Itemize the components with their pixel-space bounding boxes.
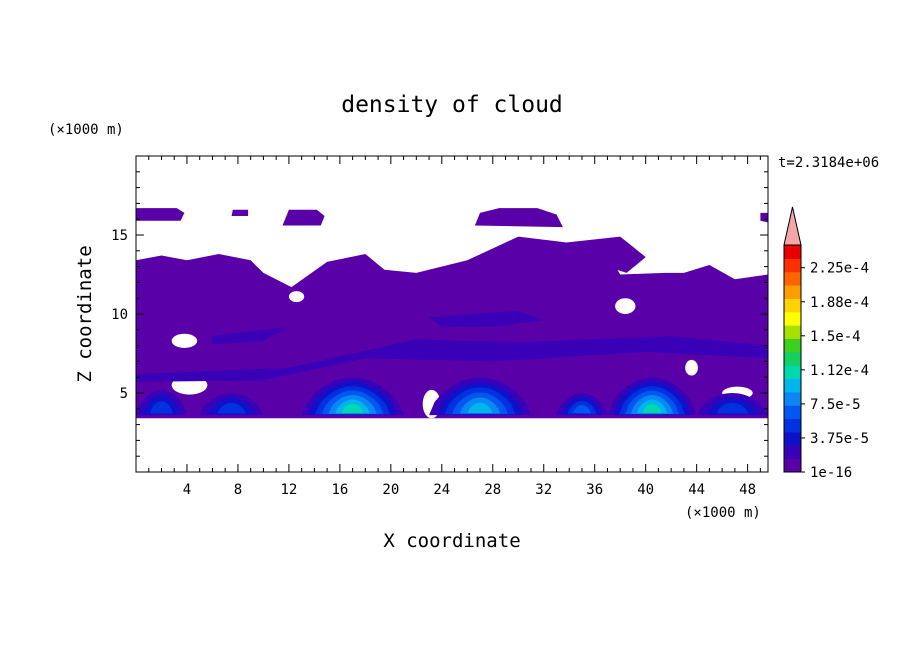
time-label: t=2.3184e+06 [778, 155, 879, 171]
cloud-plume [467, 402, 493, 414]
colorbar-extend-arrow [783, 206, 802, 246]
clear-air-hole [615, 298, 636, 314]
colorbar-label: 3.75e-5 [810, 431, 869, 447]
colorbar-segment [784, 311, 801, 326]
colorbar-label: 1.12e-4 [810, 363, 869, 379]
x-tick-label: 4 [183, 482, 191, 498]
cloud-upper-patch [760, 212, 768, 223]
cloud-mid-band [136, 336, 768, 382]
colorbar-label: 1.88e-4 [810, 295, 869, 311]
colorbar-segment [784, 338, 801, 353]
cloud-plume [150, 401, 173, 414]
colorbar-segment [784, 405, 801, 420]
y-unit-label: (×1000 m) [48, 122, 124, 138]
x-tick-label: 16 [331, 482, 348, 498]
cloud-plume [217, 402, 246, 414]
colorbar-segment [784, 258, 801, 273]
y-tick-label: 5 [120, 386, 128, 402]
colorbar-segment [784, 245, 801, 259]
x-unit-label: (×1000 m) [685, 505, 761, 521]
x-tick-label: 48 [739, 482, 756, 498]
colorbar-segment [784, 378, 801, 393]
cloud-plume [642, 404, 662, 414]
cloud-plume [573, 405, 591, 414]
colorbar-segment [784, 418, 801, 433]
colorbar-segment [784, 365, 801, 380]
cloud-contours [136, 208, 768, 419]
x-tick-label: 20 [382, 482, 399, 498]
x-tick-label: 32 [535, 482, 552, 498]
x-tick-label: 28 [484, 482, 501, 498]
colorbar-segment [784, 458, 801, 473]
cloud-upper-shelf [562, 236, 646, 273]
cloud-mid-band [212, 326, 289, 344]
cloud-upper-patch [136, 208, 185, 221]
colorbar-segment [784, 325, 801, 339]
colorbar-segment [784, 351, 801, 366]
colorbar-frame [783, 244, 802, 473]
colorbar-segment [784, 271, 801, 286]
x-axis-ticks: 4 8 12 16 20 24 28 32 36 40 44 48 [148, 156, 761, 498]
x-tick-label: 8 [234, 482, 242, 498]
colorbar: 1e-16 3.75e-5 7.5e-5 1.12e-4 1.5e-4 1.88e-4 2.… [783, 206, 869, 481]
cloud-plume [716, 402, 749, 414]
colorbar-label: 7.5e-5 [810, 397, 861, 413]
clear-air-hole [288, 291, 305, 303]
colorbar-segment [784, 285, 801, 299]
chart-title: density of cloud [341, 92, 563, 118]
cloud-upper-patch [282, 209, 325, 226]
colorbar-segment [784, 445, 801, 460]
cloud-mid-band [429, 310, 544, 327]
x-tick-label: 36 [586, 482, 603, 498]
colorbar-label: 2.25e-4 [810, 261, 869, 277]
plot-area [136, 156, 768, 472]
colorbar-segment [784, 391, 801, 406]
x-tick-label: 44 [688, 482, 705, 498]
colorbar-label: 1e-16 [810, 465, 852, 481]
clear-air-hole [171, 333, 198, 348]
clear-air-hole [685, 359, 698, 376]
colorbar-label: 1.5e-4 [810, 329, 861, 345]
y-axis-ticks: 5 10 15 [111, 171, 768, 457]
cloud-plume [341, 404, 364, 414]
x-tick-label: 40 [637, 482, 654, 498]
colorbar-segment [784, 431, 801, 446]
cloud-upper-patch [231, 209, 249, 216]
colorbar-segment [784, 298, 801, 313]
cloud-upper-patch [474, 208, 563, 228]
y-axis-label: Z coordinate [74, 245, 96, 382]
x-axis-label: X coordinate [383, 530, 520, 552]
x-tick-label: 24 [433, 482, 450, 498]
y-tick-label: 10 [111, 307, 128, 323]
x-tick-label: 12 [280, 482, 297, 498]
y-tick-label: 15 [111, 228, 128, 244]
